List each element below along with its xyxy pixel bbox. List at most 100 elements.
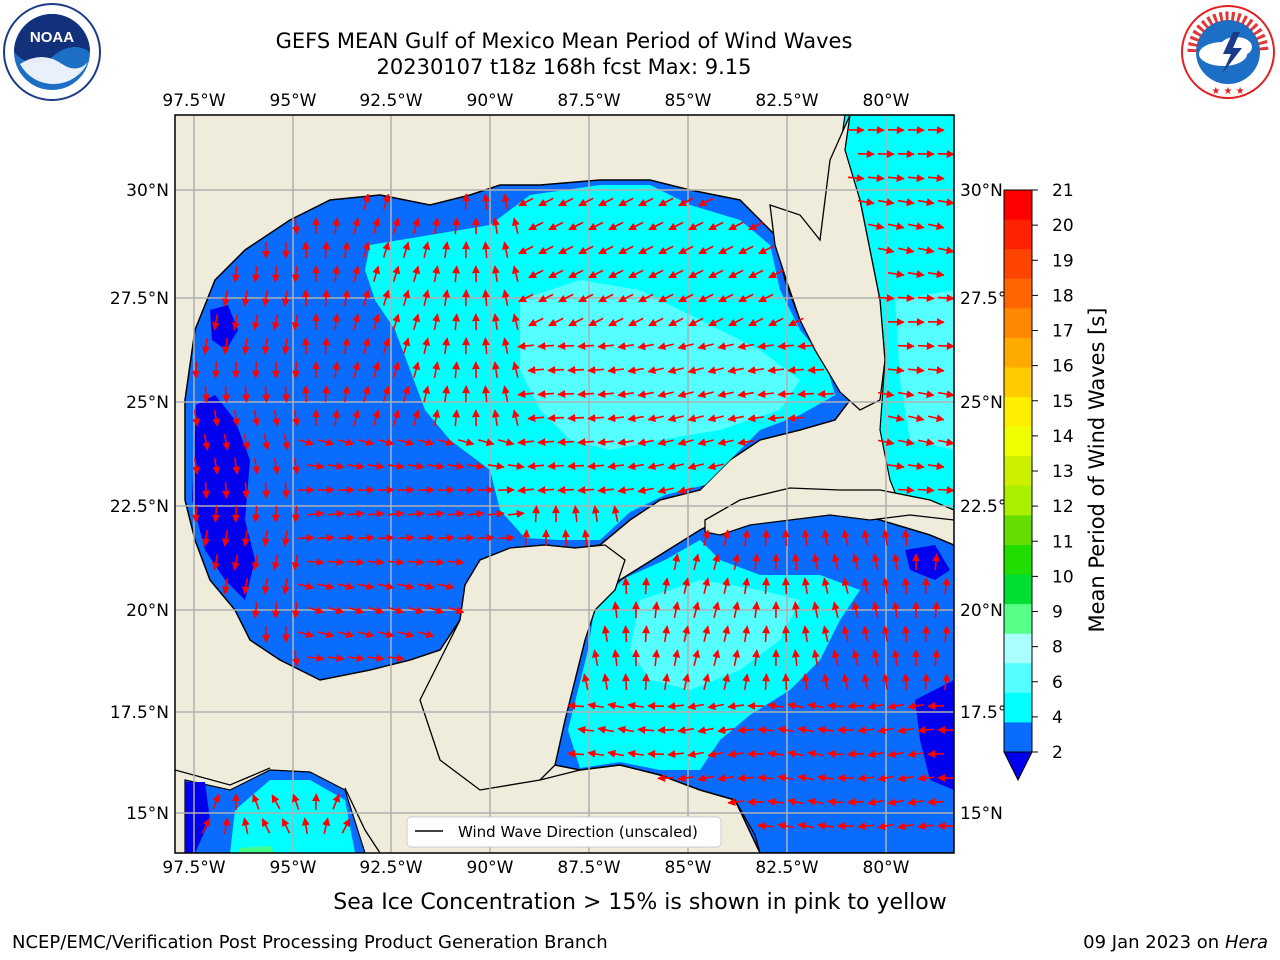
wind-wave-arrow bbox=[682, 625, 691, 642]
wind-wave-arrow bbox=[241, 289, 250, 307]
wind-wave-arrow bbox=[387, 509, 405, 518]
wind-wave-arrow bbox=[271, 265, 280, 283]
wind-wave-arrow bbox=[638, 245, 654, 255]
wind-wave-arrow bbox=[382, 385, 391, 402]
wind-wave-arrow bbox=[922, 625, 931, 643]
wind-wave-arrow bbox=[647, 366, 664, 375]
lon-label-bottom: 87.5°W bbox=[557, 858, 620, 878]
wind-wave-arrow bbox=[767, 366, 785, 375]
wind-wave-arrow bbox=[688, 221, 704, 231]
wind-wave-arrow bbox=[611, 649, 620, 667]
wind-wave-arrow bbox=[662, 673, 671, 691]
wind-wave-arrow bbox=[447, 462, 465, 471]
wind-wave-arrow bbox=[271, 601, 280, 619]
colorbar-segment bbox=[1004, 456, 1032, 487]
wind-wave-arrow bbox=[728, 269, 744, 279]
wind-wave-arrow bbox=[898, 438, 915, 447]
wind-wave-arrow bbox=[427, 509, 445, 518]
wind-wave-arrow bbox=[907, 750, 925, 759]
wind-wave-arrow bbox=[518, 245, 534, 255]
wind-wave-arrow bbox=[301, 385, 310, 403]
wind-wave-arrow bbox=[342, 337, 351, 355]
wind-wave-arrow bbox=[392, 265, 401, 282]
wind-wave-arrow bbox=[881, 625, 890, 643]
wind-wave-arrow bbox=[291, 601, 300, 619]
wind-wave-arrow bbox=[261, 818, 271, 834]
wind-wave-arrow bbox=[251, 793, 260, 810]
wind-wave-arrow bbox=[932, 649, 941, 667]
wind-wave-arrow bbox=[598, 293, 614, 303]
wind-wave-arrow bbox=[568, 221, 584, 231]
wind-wave-arrow bbox=[341, 818, 351, 834]
wind-wave-arrow bbox=[202, 434, 211, 451]
wind-wave-arrow bbox=[261, 289, 270, 307]
svg-text:★ ★ ★: ★ ★ ★ bbox=[1211, 86, 1244, 97]
wind-wave-arrow bbox=[628, 317, 644, 327]
wind-wave-arrow bbox=[342, 241, 351, 259]
wind-wave-arrow bbox=[738, 293, 754, 303]
wind-wave-arrow bbox=[877, 822, 895, 831]
lon-label-top: 82.5°W bbox=[755, 91, 818, 111]
wind-wave-arrow bbox=[757, 821, 775, 830]
wind-wave-arrow bbox=[678, 197, 694, 207]
wind-wave-arrow bbox=[877, 774, 895, 783]
wind-wave-arrow bbox=[937, 294, 954, 303]
wind-wave-arrow bbox=[672, 553, 681, 571]
colorbar-segment bbox=[1004, 544, 1032, 576]
wind-wave-arrow bbox=[692, 601, 701, 618]
wind-wave-arrow bbox=[407, 558, 425, 567]
wind-wave-arrow bbox=[918, 438, 935, 447]
wind-wave-arrow bbox=[231, 265, 240, 283]
lon-label-top: 95°W bbox=[270, 91, 317, 111]
wind-wave-arrow bbox=[372, 409, 381, 426]
wind-wave-arrow bbox=[707, 366, 724, 375]
colorbar-segment bbox=[1004, 367, 1032, 398]
wind-wave-arrow bbox=[327, 509, 345, 518]
wind-wave-arrow bbox=[318, 630, 335, 639]
wind-wave-arrow bbox=[481, 241, 490, 259]
wind-wave-arrow bbox=[272, 409, 281, 427]
sea-ice-note: Sea Ice Concentration > 15% is shown in … bbox=[333, 890, 947, 915]
wind-wave-arrow bbox=[642, 673, 651, 691]
footer-date-text: 09 Jan 2023 on bbox=[1083, 932, 1220, 953]
wind-wave-arrow bbox=[932, 601, 941, 619]
lon-label-top: 92.5°W bbox=[359, 91, 422, 111]
wind-wave-arrow bbox=[438, 582, 455, 591]
wind-wave-arrow bbox=[332, 361, 341, 379]
wind-wave-arrow bbox=[511, 409, 520, 426]
wind-wave-arrow bbox=[282, 481, 291, 499]
wind-wave-arrow bbox=[412, 313, 421, 330]
wind-wave-arrow bbox=[901, 673, 910, 691]
wind-wave-arrow bbox=[697, 342, 714, 351]
footer-machine: Hera bbox=[1224, 932, 1268, 953]
colorbar-segment bbox=[1004, 190, 1032, 221]
wind-wave-arrow bbox=[932, 553, 941, 571]
wind-wave-arrow bbox=[752, 553, 761, 571]
wind-wave-arrow bbox=[807, 797, 825, 806]
wind-wave-arrow bbox=[478, 438, 495, 447]
wind-wave-arrow bbox=[298, 582, 315, 591]
map-legend: Wind Wave Direction (unscaled) bbox=[406, 816, 722, 848]
wind-wave-arrow bbox=[627, 414, 645, 423]
wind-wave-arrow bbox=[758, 245, 774, 255]
wind-wave-arrow bbox=[677, 726, 695, 735]
wind-wave-arrow bbox=[937, 486, 954, 495]
wind-wave-arrow bbox=[202, 481, 211, 499]
wind-wave-arrow bbox=[888, 414, 905, 423]
wind-wave-arrow bbox=[917, 342, 935, 351]
wind-wave-arrow bbox=[241, 577, 250, 595]
wind-wave-arrow bbox=[768, 269, 784, 279]
wind-wave-arrow bbox=[887, 366, 905, 375]
wind-wave-arrow bbox=[607, 462, 625, 471]
wind-wave-arrow bbox=[927, 750, 945, 759]
wind-wave-arrow bbox=[281, 337, 290, 355]
wind-wave-arrow bbox=[727, 366, 744, 375]
colorbar-tick-label: 2 bbox=[1052, 743, 1063, 763]
wind-wave-arrow bbox=[887, 798, 904, 807]
wind-wave-arrow bbox=[447, 558, 465, 567]
wind-wave-arrow bbox=[307, 654, 325, 663]
wind-wave-arrow bbox=[537, 486, 555, 495]
wind-wave-arrow bbox=[327, 462, 345, 471]
wind-wave-arrow bbox=[907, 702, 925, 711]
colorbar-tick-label: 6 bbox=[1052, 673, 1063, 693]
